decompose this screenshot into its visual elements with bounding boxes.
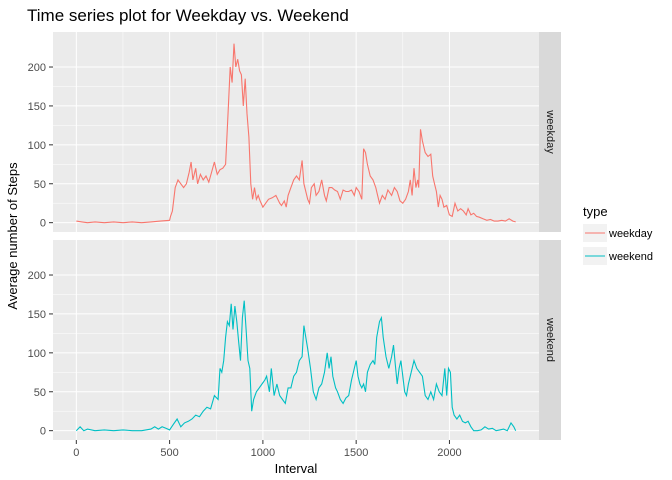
x-tick-label: 1500 [344,447,368,459]
y-tick-label: 50 [34,179,46,191]
panel-weekday-grid [53,32,539,232]
x-tick-label: 2000 [437,447,461,459]
strip-label-weekday: weekday [544,109,556,154]
x-tick-label: 0 [73,447,79,459]
y-tick-label: 100 [28,140,46,152]
panel-weekend-background [53,240,539,440]
y-tick-label: 150 [28,101,46,113]
chart-title: Time series plot for Weekday vs. Weekend [27,6,349,25]
y-tick-label: 200 [28,62,46,74]
panel-weekday-background [53,32,539,232]
x-tick-label: 1000 [251,447,275,459]
panel-weekday: weekday [53,32,561,232]
y-tick-label: 50 [34,387,46,399]
x-axis-title: Interval [275,461,318,476]
y-axis-title: Average number of Steps [5,162,20,310]
panel-weekend: weekend [53,240,561,440]
y-tick-label: 200 [28,270,46,282]
strip-weekday-background [539,32,561,232]
y-tick-label: 0 [40,218,46,230]
legend-title: type [583,204,608,219]
strip-weekend-background [539,240,561,440]
y-tick-label: 100 [28,348,46,360]
x-axis: 0 500 1000 1500 2000 [73,440,462,459]
strip-label-weekend: weekend [544,317,556,362]
y-axis-weekday: 0 50 100 150 200 [28,62,53,230]
legend-label-weekend: weekend [608,251,653,263]
x-tick-label: 500 [160,447,178,459]
series-line-weekday [76,43,516,224]
y-axis-weekend: 0 50 100 150 200 [28,270,53,438]
y-tick-label: 0 [40,426,46,438]
legend-label-weekday: weekday [608,228,653,240]
legend: type weekday weekend [583,204,653,265]
series-line-weekend [75,300,517,432]
y-tick-label: 150 [28,309,46,321]
